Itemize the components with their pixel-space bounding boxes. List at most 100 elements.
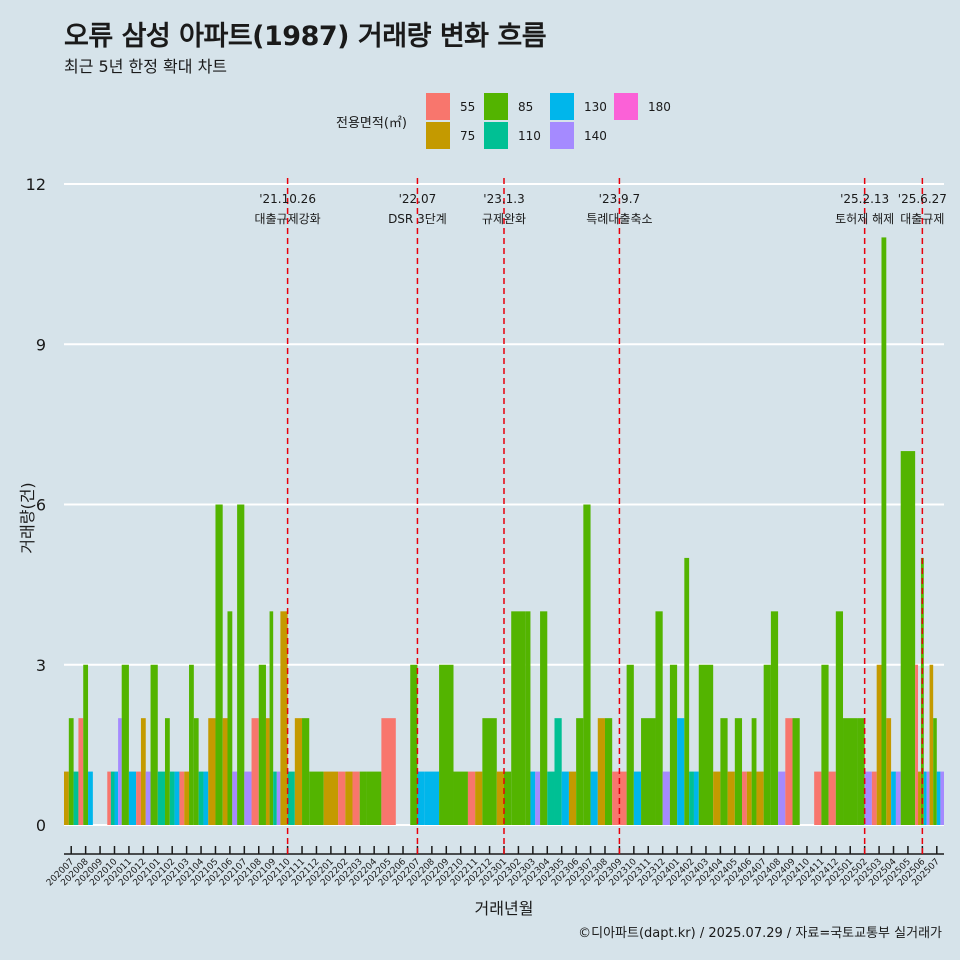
bar-202311-85 <box>641 718 656 825</box>
bar-202502-140 <box>864 771 872 825</box>
bar-202501-85 <box>843 718 858 825</box>
bar-202111-75 <box>294 718 303 825</box>
bar-202109-110 <box>273 771 277 825</box>
legend-label-55: 55 <box>460 99 476 114</box>
bar-202312-85 <box>655 611 663 825</box>
bar-202504-75 <box>886 718 892 825</box>
bar-202506-55 <box>915 664 919 825</box>
bar-202405-85 <box>734 718 743 825</box>
legend-item-130: 130 <box>550 93 607 120</box>
bar-202008-55 <box>78 718 84 825</box>
bar-202108-55 <box>251 718 259 825</box>
bar-202406-55 <box>742 771 747 825</box>
bar-202102-130 <box>174 771 180 825</box>
bar-202310-85 <box>626 664 634 825</box>
legend-swatch-110 <box>484 122 508 149</box>
bar-202303-140 <box>535 771 541 825</box>
bar-202211-75 <box>475 771 483 825</box>
bar-202407-75 <box>756 771 764 825</box>
bar-202405-75 <box>727 771 735 825</box>
bar-202107-85 <box>237 504 245 825</box>
bar-202503-55 <box>871 771 877 825</box>
bar-202007-75 <box>64 771 69 825</box>
bar-202404-75 <box>713 771 721 825</box>
bar-202411-85 <box>821 664 829 825</box>
bar-202408-85 <box>770 611 779 825</box>
bar-202210-85 <box>453 771 468 825</box>
event-date: '25.6.27 <box>898 192 947 206</box>
bar-202401-85 <box>669 664 678 825</box>
bar-202112-85 <box>309 771 324 825</box>
bar-202308-75 <box>597 718 605 825</box>
bar-202010-55 <box>107 771 111 825</box>
bar-202108-85 <box>258 664 266 825</box>
bar-202008-85 <box>83 664 89 825</box>
bar-202209-85 <box>439 664 454 825</box>
bar-202201-75 <box>323 771 339 825</box>
bar-202103-55 <box>179 771 185 825</box>
bar-202407-85 <box>763 664 771 825</box>
bar-202109-75 <box>265 718 270 825</box>
bar-202101-85 <box>150 664 158 825</box>
legend-label-180: 180 <box>648 99 671 114</box>
bar-202503-85 <box>881 237 887 825</box>
bar-202505-85 <box>900 451 916 825</box>
bar-202502-85 <box>857 718 865 825</box>
bar-202202-75 <box>345 771 353 825</box>
bar-202306-75 <box>568 771 577 825</box>
bar-202506-75 <box>918 771 921 825</box>
event-date: '23.1.3 <box>483 192 524 206</box>
bar-202412-55 <box>828 771 836 825</box>
bar-202507-140 <box>940 771 944 825</box>
bar-202304-85 <box>540 611 548 825</box>
y-tick-label: 3 <box>36 656 46 675</box>
bar-202401-130 <box>677 718 685 825</box>
legend-swatch-130 <box>550 93 574 120</box>
y-tick-label: 12 <box>26 175 46 194</box>
bar-202106-75 <box>222 718 228 825</box>
bar-202402-110 <box>689 771 694 825</box>
y-tick-label: 0 <box>36 816 46 835</box>
bar-202507-85 <box>933 718 937 825</box>
bar-202208-130 <box>424 771 440 825</box>
bar-202106-140 <box>232 771 238 825</box>
bar-202205-55 <box>381 718 396 825</box>
y-tick-label: 6 <box>36 496 46 515</box>
legend-item-110: 110 <box>484 122 541 149</box>
legend-label-140: 140 <box>584 128 607 143</box>
bar-202111-85 <box>302 718 310 825</box>
bar-202307-85 <box>583 504 591 825</box>
bar-202010-130 <box>114 771 119 825</box>
bar-202007-110 <box>73 771 79 825</box>
bar-202403-85 <box>698 664 714 825</box>
bar-202202-55 <box>338 771 346 825</box>
bar-202211-55 <box>467 771 476 825</box>
bar-202102-85 <box>164 718 170 825</box>
legend-swatch-85 <box>484 93 508 120</box>
event-date: '23.9.7 <box>599 192 640 206</box>
legend-label-85: 85 <box>518 99 534 114</box>
legend-item-85: 85 <box>484 93 533 120</box>
bar-202103-85 <box>189 664 194 825</box>
legend-label-110: 110 <box>518 128 541 143</box>
bar-202204-85 <box>366 771 382 825</box>
bar-202408-140 <box>778 771 786 825</box>
legend-title: 전용면적(㎡) <box>336 116 407 131</box>
bar-202010-140 <box>118 718 122 825</box>
bar-202109-140 <box>276 771 281 825</box>
chart-title: 오류 삼성 아파트(1987) 거래량 변화 흐름 <box>64 21 547 52</box>
legend-swatch-75 <box>426 122 450 149</box>
bar-202507-75 <box>929 664 934 825</box>
bar-202301-75 <box>496 771 504 825</box>
bar-202303-85 <box>525 611 531 825</box>
bar-202012-75 <box>140 718 146 825</box>
bar-202409-85 <box>792 718 800 825</box>
bar-202110-75 <box>280 611 288 825</box>
legend-label-75: 75 <box>460 128 476 143</box>
bar-202406-75 <box>746 771 752 825</box>
bar-202506-130 <box>923 771 927 825</box>
chart-subtitle: 최근 5년 한정 확대 차트 <box>64 57 228 76</box>
legend-swatch-55 <box>426 93 450 120</box>
bar-202412-85 <box>835 611 844 825</box>
bar-202307-130 <box>590 771 598 825</box>
